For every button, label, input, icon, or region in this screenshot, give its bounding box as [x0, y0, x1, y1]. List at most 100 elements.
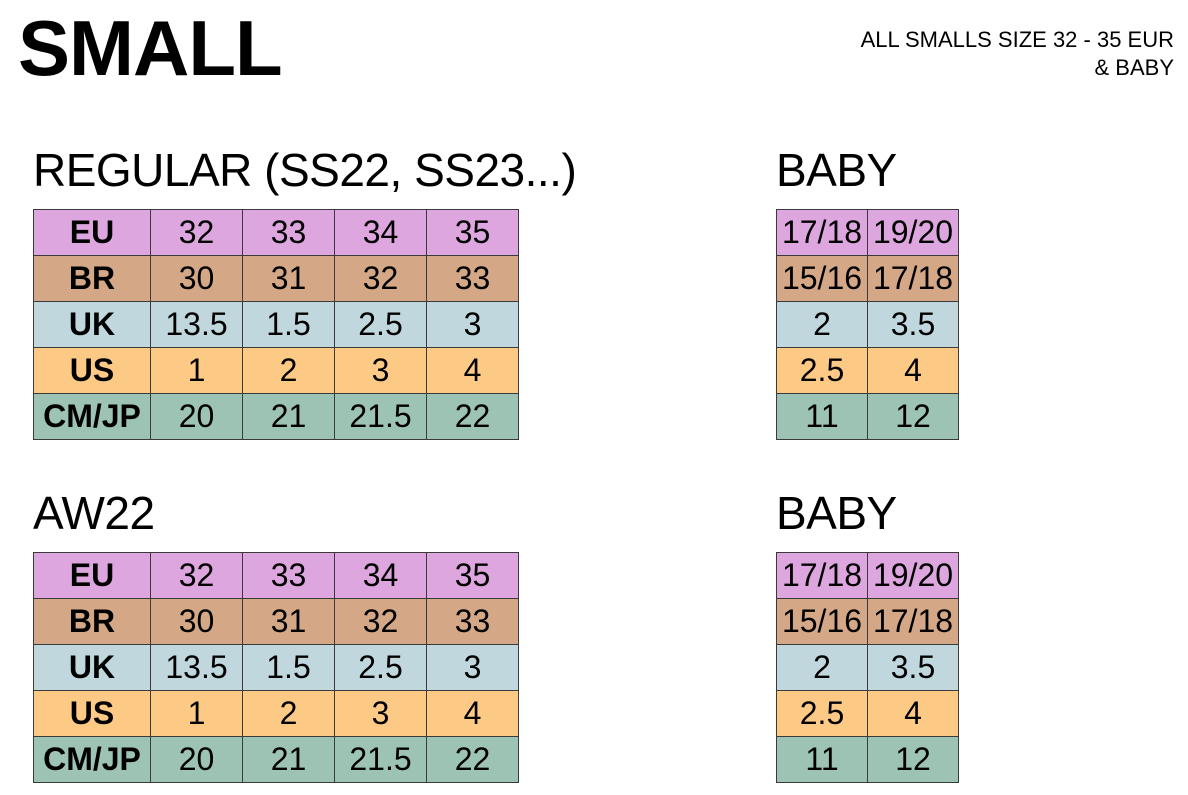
size-row-uk: UK 13.5 1.5 2.5 3 — [33, 301, 519, 348]
size-value-cell: 33 — [242, 552, 335, 599]
size-value-cell: 11 — [776, 393, 868, 440]
regular-section-title: REGULAR (SS22, SS23...) — [33, 144, 577, 196]
size-value-cell: 3.5 — [867, 644, 959, 691]
size-value-cell: 33 — [242, 209, 335, 256]
size-value-cell: 1 — [150, 690, 243, 737]
size-value-cell: 32 — [334, 255, 427, 302]
size-value-cell: 3 — [334, 690, 427, 737]
size-value-cell: 3 — [426, 301, 519, 348]
size-value-cell: 22 — [426, 736, 519, 783]
size-value-cell: 22 — [426, 393, 519, 440]
size-row-br: 15/16 17/18 — [776, 598, 959, 645]
size-value-cell: 34 — [334, 552, 427, 599]
size-value-cell: 2 — [242, 690, 335, 737]
size-value-cell: 1.5 — [242, 301, 335, 348]
size-value-cell: 2 — [776, 644, 868, 691]
aw22-baby-section-title: BABY — [776, 487, 897, 539]
size-value-cell: 12 — [867, 393, 959, 440]
size-value-cell: 31 — [242, 598, 335, 645]
page-title: SMALL — [18, 4, 283, 92]
size-system-label: UK — [33, 644, 151, 691]
size-value-cell: 21.5 — [334, 393, 427, 440]
size-system-label: US — [33, 347, 151, 394]
size-row-br: BR 30 31 32 33 — [33, 598, 519, 645]
size-row-us: US 1 2 3 4 — [33, 690, 519, 737]
size-value-cell: 19/20 — [867, 209, 959, 256]
size-value-cell: 34 — [334, 209, 427, 256]
size-value-cell: 20 — [150, 736, 243, 783]
size-row-uk: UK 13.5 1.5 2.5 3 — [33, 644, 519, 691]
size-value-cell: 11 — [776, 736, 868, 783]
size-row-cm-jp: CM/JP 20 21 21.5 22 — [33, 393, 519, 440]
size-value-cell: 32 — [150, 209, 243, 256]
size-value-cell: 20 — [150, 393, 243, 440]
regular-baby-size-table: 17/18 19/20 15/16 17/18 2 3.5 2.5 4 11 12 — [776, 209, 959, 440]
regular-size-table: EU 32 33 34 35 BR 30 31 32 33 UK 13.5 1.5 2.5 3 US 1 2 3 4 C… — [33, 209, 519, 440]
size-row-us: 2.5 4 — [776, 690, 959, 737]
size-value-cell: 21 — [242, 393, 335, 440]
size-value-cell: 4 — [867, 690, 959, 737]
size-range-note: ALL SMALLS SIZE 32 - 35 EUR & BABY — [861, 26, 1174, 82]
size-row-us: US 1 2 3 4 — [33, 347, 519, 394]
size-value-cell: 4 — [426, 347, 519, 394]
aw22-baby-size-table: 17/18 19/20 15/16 17/18 2 3.5 2.5 4 11 12 — [776, 552, 959, 783]
size-row-eu: 17/18 19/20 — [776, 552, 959, 599]
size-system-label: CM/JP — [33, 393, 151, 440]
size-system-label: BR — [33, 255, 151, 302]
size-value-cell: 2 — [776, 301, 868, 348]
size-value-cell: 19/20 — [867, 552, 959, 599]
size-value-cell: 35 — [426, 209, 519, 256]
size-value-cell: 31 — [242, 255, 335, 302]
aw22-section-title: AW22 — [33, 487, 155, 539]
size-value-cell: 33 — [426, 598, 519, 645]
size-value-cell: 4 — [867, 347, 959, 394]
size-value-cell: 1 — [150, 347, 243, 394]
size-value-cell: 30 — [150, 255, 243, 302]
size-value-cell: 2.5 — [776, 347, 868, 394]
size-row-cm-jp: 11 12 — [776, 393, 959, 440]
size-row-cm-jp: CM/JP 20 21 21.5 22 — [33, 736, 519, 783]
size-range-note-line-1: ALL SMALLS SIZE 32 - 35 EUR — [860, 27, 1174, 52]
size-row-br: 15/16 17/18 — [776, 255, 959, 302]
size-value-cell: 3 — [334, 347, 427, 394]
regular-baby-section-title: BABY — [776, 144, 897, 196]
size-value-cell: 32 — [150, 552, 243, 599]
size-system-label: CM/JP — [33, 736, 151, 783]
size-value-cell: 30 — [150, 598, 243, 645]
size-row-br: BR 30 31 32 33 — [33, 255, 519, 302]
size-value-cell: 13.5 — [150, 301, 243, 348]
size-value-cell: 3 — [426, 644, 519, 691]
size-value-cell: 21.5 — [334, 736, 427, 783]
size-value-cell: 2.5 — [334, 301, 427, 348]
size-row-uk: 2 3.5 — [776, 644, 959, 691]
size-value-cell: 15/16 — [776, 255, 868, 302]
size-system-label: US — [33, 690, 151, 737]
size-value-cell: 12 — [867, 736, 959, 783]
size-system-label: UK — [33, 301, 151, 348]
size-value-cell: 15/16 — [776, 598, 868, 645]
size-value-cell: 13.5 — [150, 644, 243, 691]
size-value-cell: 17/18 — [776, 209, 868, 256]
size-value-cell: 2.5 — [334, 644, 427, 691]
size-value-cell: 1.5 — [242, 644, 335, 691]
aw22-size-table: EU 32 33 34 35 BR 30 31 32 33 UK 13.5 1.5 2.5 3 US 1 2 3 4 C… — [33, 552, 519, 783]
size-row-uk: 2 3.5 — [776, 301, 959, 348]
size-value-cell: 17/18 — [776, 552, 868, 599]
size-value-cell: 2 — [242, 347, 335, 394]
size-value-cell: 17/18 — [867, 255, 959, 302]
size-value-cell: 4 — [426, 690, 519, 737]
size-range-note-line-2: & BABY — [1094, 55, 1174, 80]
size-system-label: EU — [33, 209, 151, 256]
size-row-eu: EU 32 33 34 35 — [33, 209, 519, 256]
size-row-eu: 17/18 19/20 — [776, 209, 959, 256]
size-value-cell: 21 — [242, 736, 335, 783]
size-value-cell: 3.5 — [867, 301, 959, 348]
size-value-cell: 35 — [426, 552, 519, 599]
size-value-cell: 2.5 — [776, 690, 868, 737]
size-row-us: 2.5 4 — [776, 347, 959, 394]
size-row-cm-jp: 11 12 — [776, 736, 959, 783]
size-system-label: EU — [33, 552, 151, 599]
size-system-label: BR — [33, 598, 151, 645]
size-value-cell: 33 — [426, 255, 519, 302]
size-row-eu: EU 32 33 34 35 — [33, 552, 519, 599]
